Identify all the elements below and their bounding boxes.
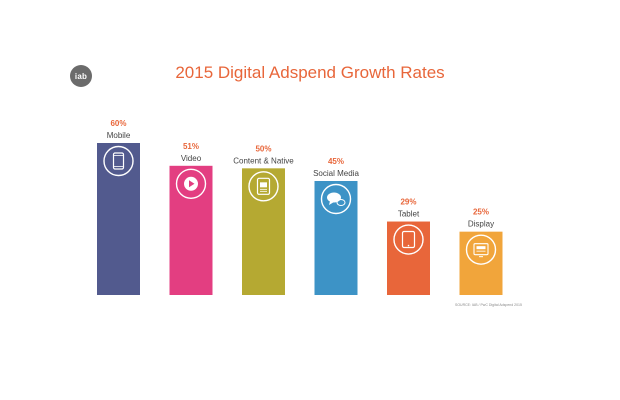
smartphone-icon — [103, 145, 134, 177]
category-label: Social Media — [313, 169, 359, 178]
display-icon — [465, 234, 497, 265]
category-label: Tablet — [398, 210, 420, 219]
category-label: Display — [468, 220, 494, 229]
content-icon — [248, 171, 279, 202]
category-label: Mobile — [107, 131, 131, 140]
play-icon — [175, 168, 207, 200]
value-label: 60% — [110, 119, 126, 128]
value-label: 29% — [400, 198, 416, 207]
bar-mobile — [97, 143, 140, 295]
source-note: SOURCE: IAB / PwC Digital Adspend 2015 — [455, 303, 522, 307]
chart-title: 2015 Digital Adspend Growth Rates — [175, 63, 445, 82]
value-label: 50% — [255, 144, 271, 153]
value-label: 51% — [183, 142, 199, 151]
category-label: Video — [181, 154, 202, 163]
value-label: 45% — [328, 157, 344, 166]
category-label: Content & Native — [233, 156, 294, 165]
bar-tablet — [387, 221, 430, 295]
iab-logo: iab — [70, 65, 92, 87]
bar-display — [459, 231, 503, 295]
chat-icon — [320, 183, 352, 215]
tablet-icon — [393, 224, 424, 255]
value-label: 25% — [473, 208, 489, 217]
